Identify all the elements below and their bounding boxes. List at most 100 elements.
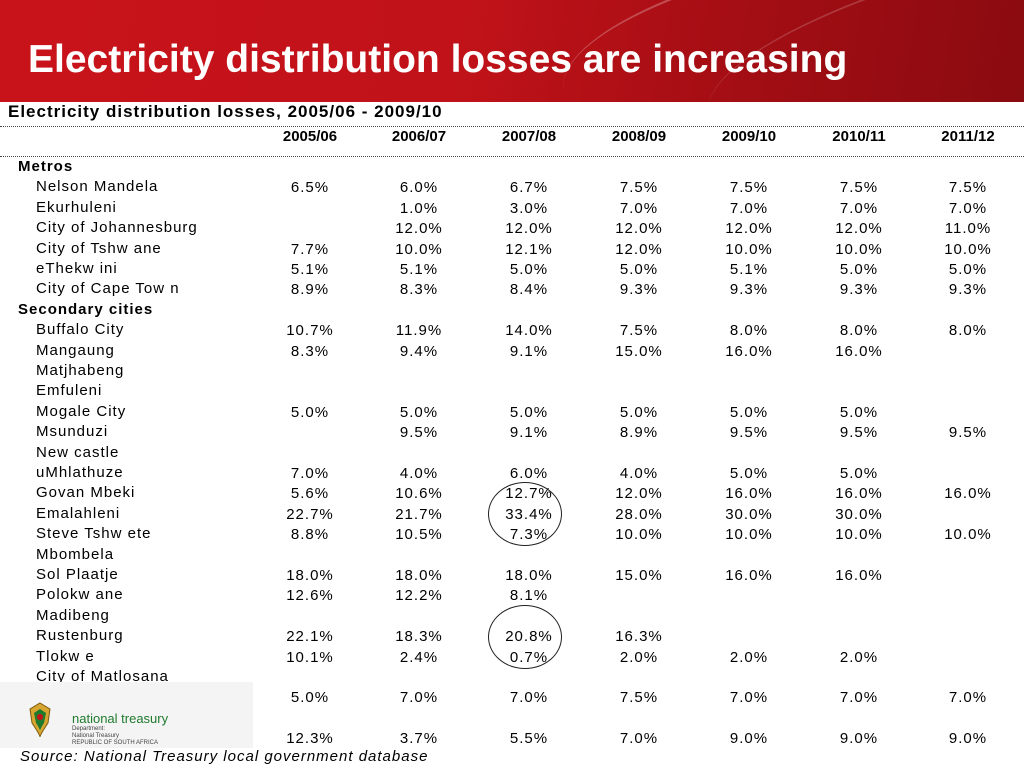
loss-value-cell: 9.3% (729, 281, 769, 299)
municipality-name: uMhlathuze (36, 464, 124, 481)
loss-value-cell: 7.0% (399, 689, 439, 707)
loss-value-cell: 5.0% (729, 465, 769, 482)
loss-value-cell: 8.0% (729, 322, 769, 340)
municipality-name: City of Cape Tow n (36, 280, 180, 298)
loss-value-cell: 6.0% (399, 179, 439, 197)
coat-of-arms-icon (26, 701, 54, 739)
loss-value-cell: 21.7% (395, 505, 443, 523)
loss-value-cell: 7.5% (619, 322, 659, 340)
logo-country: REPUBLIC OF SOUTH AFRICA (72, 740, 159, 746)
loss-value-cell: 22.1% (286, 628, 334, 646)
table-row: City of Tshw ane 7.7% 10.0% 12.1% 12.0% 10.0%… (0, 240, 1024, 260)
loss-value-cell: 10.5% (395, 526, 443, 544)
municipality-name: Tlokw e (36, 647, 95, 665)
loss-value-cell: 8.0% (839, 322, 879, 340)
loss-value-cell: 7.7% (290, 240, 330, 258)
loss-value-cell: 8.3% (399, 281, 439, 299)
loss-value-cell: 16.0% (725, 342, 773, 360)
loss-value-cell: 5.1% (290, 261, 330, 278)
loss-value-cell: 9.4% (399, 342, 439, 360)
loss-value-cell: 7.0% (839, 689, 879, 707)
table-row: Matjhabeng (0, 362, 1024, 382)
title-banner (0, 0, 1024, 102)
loss-value-cell: 5.0% (619, 403, 659, 421)
loss-value-cell: 9.5% (729, 424, 769, 442)
year-header: 2010/11 (832, 128, 886, 145)
loss-value-cell: 5.6% (290, 485, 330, 503)
loss-value-cell: 7.0% (619, 730, 659, 748)
loss-value-cell: 18.3% (395, 628, 443, 646)
loss-value-cell: 8.1% (509, 587, 549, 605)
loss-value-cell: 7.0% (290, 465, 330, 482)
logo-department: Department: (72, 726, 106, 732)
loss-value-cell: 9.0% (839, 730, 879, 748)
loss-value-cell: 3.0% (509, 199, 549, 217)
table-row: Govan Mbeki 5.6% 10.6% 12.7% 12.0% 16.0% 16.0%… (0, 484, 1024, 504)
loss-value-cell: 7.0% (948, 689, 988, 707)
municipality-name: Emalahleni (36, 504, 121, 522)
loss-value-cell: 5.0% (509, 261, 549, 278)
table-row: Ekurhuleni 1.0% 3.0% 7.0% 7.0% 7.0% 7.0% (0, 199, 1024, 219)
table-row: Msunduzi 9.5% 9.1% 8.9% 9.5% 9.5% 9.5% (0, 423, 1024, 443)
loss-value-cell: 5.0% (948, 261, 988, 278)
loss-value-cell: 9.3% (619, 281, 659, 299)
loss-value-cell: 5.0% (619, 261, 659, 278)
loss-value-cell: 2.4% (399, 648, 439, 666)
header-bottom-rule (0, 156, 1024, 157)
loss-value-cell: 11.0% (944, 220, 992, 238)
year-header: 2009/10 (721, 128, 777, 145)
table-row: Emalahleni 22.7% 21.7% 33.4% 28.0% 30.0% 30.0% (0, 505, 1024, 525)
loss-value-cell: 12.3% (286, 730, 334, 748)
municipality-name: eThekw ini (36, 260, 118, 277)
year-header: 2008/09 (611, 128, 667, 145)
year-header: 2011/12 (941, 128, 995, 145)
table-row: City of Cape Tow n 8.9% 8.3% 8.4% 9.3% 9.3% 9.… (0, 280, 1024, 300)
municipality-name: Madibeng (36, 606, 110, 624)
loss-value-cell: 7.5% (619, 179, 659, 197)
loss-value-cell: 8.0% (948, 322, 988, 340)
loss-value-cell: 7.0% (948, 199, 988, 217)
table-row: Polokw ane 12.6% 12.2% 8.1% (0, 586, 1024, 606)
municipality-name: Ekurhuleni (36, 198, 117, 216)
loss-value-cell: 5.0% (290, 403, 330, 421)
table-row: eThekw ini 5.1% 5.1% 5.0% 5.0% 5.1% 5.0% 5.0% (0, 260, 1024, 280)
municipality-name: Matjhabeng (36, 362, 125, 379)
municipality-name: Nelson Mandela (36, 178, 159, 196)
loss-value-cell: 5.0% (839, 403, 879, 421)
loss-value-cell: 15.0% (615, 342, 663, 360)
loss-value-cell: 5.0% (290, 689, 330, 707)
year-header: 2006/07 (391, 128, 447, 145)
table-row: Sol Plaatje 18.0% 18.0% 18.0% 15.0% 16.0% 16.0… (0, 566, 1024, 586)
loss-value-cell: 1.0% (399, 199, 439, 217)
table-row: Mbombela (0, 546, 1024, 566)
municipality-name: Mbombela (36, 545, 115, 563)
municipality-name: City of Tshw ane (36, 239, 162, 257)
loss-value-cell: 5.1% (399, 261, 439, 278)
highlight-circle (488, 482, 562, 546)
loss-value-cell: 8.9% (290, 281, 330, 299)
loss-value-cell: 30.0% (835, 505, 883, 523)
loss-value-cell: 7.0% (839, 199, 879, 217)
municipality-name: Mangaung (36, 341, 115, 359)
table-row: Mogale City 5.0% 5.0% 5.0% 5.0% 5.0% 5.0% (0, 403, 1024, 423)
loss-value-cell: 12.2% (395, 587, 443, 605)
section-label: Metros (18, 158, 74, 175)
loss-value-cell: 16.0% (835, 567, 883, 584)
loss-value-cell: 16.0% (835, 485, 883, 503)
table-row: City of Matlosana (0, 668, 1024, 688)
loss-value-cell: 12.0% (505, 220, 553, 238)
loss-value-cell: 12.0% (615, 485, 663, 503)
year-header: 2005/06 (282, 128, 338, 145)
loss-value-cell: 10.0% (395, 240, 443, 258)
loss-value-cell: 16.0% (725, 567, 773, 584)
loss-value-cell: 5.0% (729, 403, 769, 421)
loss-value-cell: 16.0% (725, 485, 773, 503)
loss-value-cell: 14.0% (505, 322, 553, 340)
municipality-name: Govan Mbeki (36, 484, 136, 502)
loss-value-cell: 7.0% (509, 689, 549, 707)
table-row: New castle (0, 444, 1024, 464)
table-title: Electricity distribution losses, 2005/06… (8, 102, 443, 121)
loss-value-cell: 7.5% (729, 179, 769, 197)
loss-value-cell: 10.1% (286, 648, 334, 666)
loss-value-cell: 9.0% (729, 730, 769, 748)
